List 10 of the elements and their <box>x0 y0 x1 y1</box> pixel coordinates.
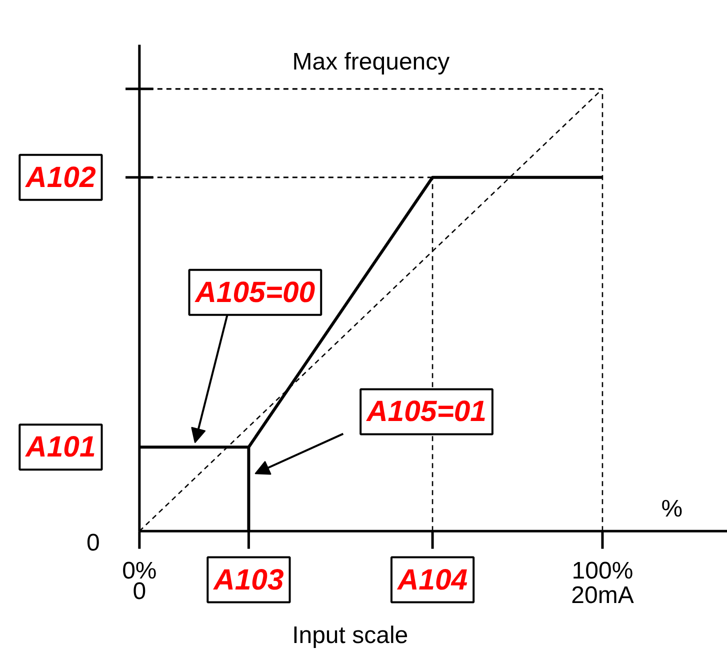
annotation: A101 <box>24 430 96 464</box>
ref-line-label: Max frequency <box>292 48 450 76</box>
annotation: A105=01 <box>366 395 486 428</box>
x-tick-label: A104 <box>396 563 468 596</box>
ref-line-label: A102 <box>24 160 96 194</box>
x-axis-title: Input scale <box>292 622 408 649</box>
annotation: A105=00 <box>194 276 316 309</box>
text: 0 <box>86 529 100 556</box>
annotation: % <box>661 495 683 522</box>
x-tick-label: A103 <box>212 563 284 596</box>
